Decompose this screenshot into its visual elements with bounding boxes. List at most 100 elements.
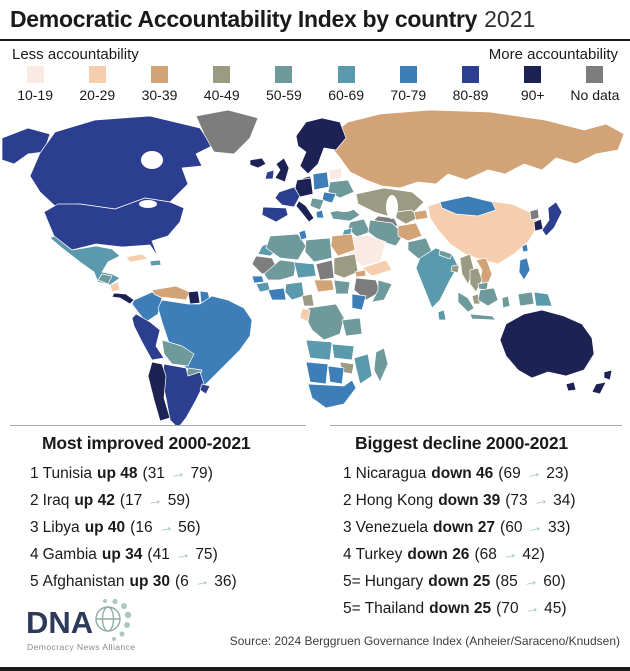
country-italy — [295, 200, 315, 223]
country-greece — [315, 209, 325, 219]
country-drc — [305, 303, 345, 341]
country-north-korea — [529, 208, 540, 221]
globe-icon — [95, 606, 121, 632]
legend-swatch — [275, 66, 293, 83]
hudson-bay — [141, 151, 163, 169]
country-kyrgyzstan — [413, 209, 429, 221]
legend-swatch — [399, 66, 417, 83]
arrow-icon: → — [500, 544, 519, 565]
source-credit: Source: 2024 Berggruen Governance Index … — [229, 634, 620, 648]
legend-axis-labels: Less accountability More accountability — [0, 46, 630, 64]
world-map-svg — [1, 109, 625, 425]
country-poland — [312, 171, 330, 191]
country-balkans — [309, 197, 325, 211]
country-somalia — [371, 279, 393, 303]
arrow-icon: → — [145, 490, 165, 511]
arrow-icon: → — [531, 490, 550, 511]
color-scale-legend: 10-19 20-29 30-39 40-49 50-59 60-69 70-7… — [4, 66, 626, 103]
country-india — [415, 247, 459, 309]
country-ghana — [267, 287, 287, 301]
legend-swatch — [88, 66, 106, 83]
country-sumatra — [457, 291, 475, 313]
title-divider — [0, 39, 630, 41]
country-mongolia — [439, 195, 497, 217]
country-uruguay — [199, 383, 211, 395]
country-tasmania — [565, 381, 577, 392]
country-bolivia — [161, 339, 195, 367]
country-png — [533, 291, 553, 307]
arrow-icon: → — [168, 463, 188, 484]
bottom-bar — [0, 667, 630, 671]
country-australia — [499, 309, 595, 379]
legend-swatch — [213, 66, 231, 83]
country-france — [274, 186, 301, 208]
country-ethiopia — [353, 277, 381, 301]
black-sea — [333, 202, 355, 212]
legend-swatch — [26, 66, 44, 83]
country-costarica-panama — [111, 292, 135, 305]
country-zambia — [331, 343, 355, 361]
country-borneo — [477, 287, 499, 307]
country-venezuela — [151, 285, 191, 301]
country-sulawesi — [501, 295, 511, 309]
country-egypt — [330, 233, 356, 257]
arrow-icon: → — [525, 517, 545, 538]
legend-swatch — [151, 66, 168, 83]
country-romania — [321, 191, 337, 204]
legend-more-label: More accountability — [488, 46, 618, 63]
country-congo — [299, 307, 311, 323]
country-iceland — [249, 157, 267, 169]
country-alaska — [1, 127, 51, 165]
arrow-icon: → — [173, 544, 192, 565]
country-madagascar — [373, 347, 389, 383]
country-guatemala — [97, 273, 113, 285]
legend-bucket: 70-79 — [377, 66, 439, 103]
legend-bucket: 10-19 — [4, 66, 66, 103]
country-usa — [43, 197, 185, 258]
list-divider — [10, 425, 306, 426]
legend-bucket: No data — [564, 66, 626, 103]
country-nz-south — [591, 381, 607, 395]
country-senegal — [251, 275, 265, 284]
dna-logo-svg: DNA Democracy News Alliance — [26, 598, 135, 652]
country-uganda — [333, 279, 351, 295]
country-chad — [315, 259, 335, 281]
country-tanzania — [341, 317, 363, 337]
country-mozambique — [353, 353, 373, 385]
country-nicaragua — [109, 281, 121, 293]
country-cameroon — [301, 293, 315, 307]
country-iberia — [261, 206, 289, 223]
country-uzbekistan — [395, 209, 419, 225]
legend-bucket: 40-49 — [191, 66, 253, 103]
country-china — [427, 197, 539, 265]
country-argentina — [161, 363, 205, 425]
caspian-sea — [386, 195, 398, 219]
country-libya — [304, 237, 333, 263]
arrow-icon: → — [524, 463, 543, 484]
country-niger — [293, 261, 317, 279]
country-yemen-oman — [361, 259, 393, 277]
country-hispaniola — [149, 259, 162, 267]
country-uk — [274, 157, 290, 183]
country-germany — [294, 177, 314, 198]
legend-bucket: 20-29 — [66, 66, 128, 103]
page-title: Democratic Accountability Index by count… — [10, 6, 622, 33]
country-ireland — [264, 169, 275, 180]
dna-logo-text: DNA — [26, 605, 93, 640]
country-tunisia — [298, 229, 308, 241]
country-south-africa — [307, 379, 357, 409]
biggest-decline-list: Biggest decline 2000-2021 1 Nicaragua down… — [330, 425, 622, 622]
globe-dots-icon — [103, 598, 132, 641]
country-canada — [29, 115, 213, 210]
country-angola — [305, 339, 333, 361]
country-chile — [147, 361, 171, 422]
